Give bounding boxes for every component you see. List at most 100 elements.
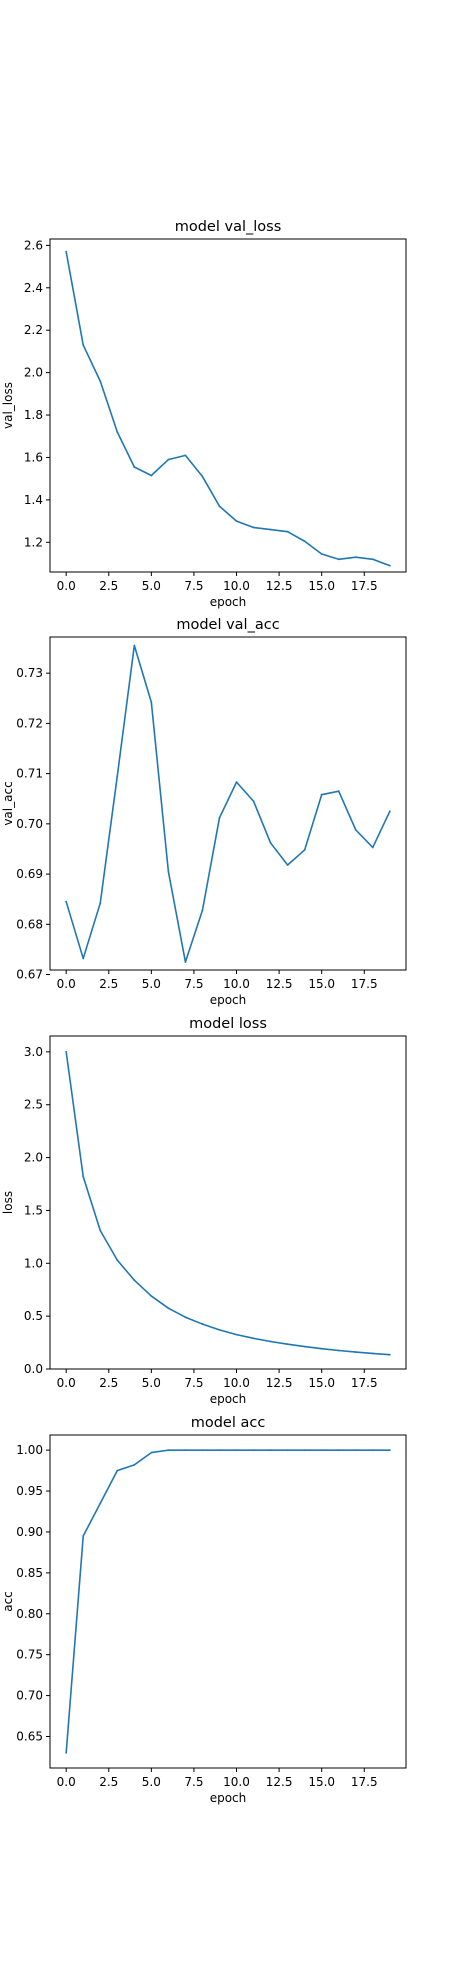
- data-point: [65, 250, 68, 253]
- x-axis-label: epoch: [210, 595, 247, 609]
- x-tick-label: 7.5: [184, 1775, 203, 1789]
- data-point: [150, 474, 153, 477]
- axes-frame: [49, 636, 407, 971]
- y-axis-label: loss: [1, 1191, 15, 1214]
- data-point: [99, 380, 102, 383]
- data-point: [65, 1751, 68, 1754]
- data-point: [218, 505, 221, 508]
- x-tick-label: 2.5: [99, 1775, 118, 1789]
- data-point: [286, 1343, 289, 1346]
- y-tick-label: 0.70: [16, 817, 43, 831]
- data-point: [252, 1337, 255, 1340]
- y-tick-label: 0.67: [16, 968, 43, 982]
- y-tick-label: 0.69: [16, 867, 43, 881]
- x-tick-label: 12.5: [266, 579, 293, 593]
- series-line-loss: [65, 1051, 391, 1356]
- data-point: [354, 1351, 357, 1353]
- data-point: [252, 1449, 255, 1452]
- x-axis-label: epoch: [210, 1791, 247, 1805]
- y-tick-label: 0.90: [16, 1525, 43, 1539]
- y-tick-label: 0.85: [16, 1566, 43, 1580]
- x-tick-label: 10.0: [223, 1775, 250, 1789]
- y-axis-label: acc: [1, 1591, 15, 1612]
- y-tick-label: 0.65: [16, 1730, 43, 1744]
- chart-acc: model acc 0.0 2.5 5.0 7.5 10.0 12.5 15.0 17.5 0.6…: [1, 1415, 407, 1805]
- x-tick-label: 7.5: [184, 579, 203, 593]
- data-point: [371, 558, 374, 561]
- chart-loss: model loss 0.0 2.5 5.0 7.5 10.0 12.5 15.0 17.5 0.…: [1, 1016, 407, 1406]
- data-point: [286, 864, 289, 866]
- y-tick-label: 2.5: [24, 1098, 43, 1112]
- y-tick-label: 1.5: [24, 1203, 43, 1217]
- y-tick-label: 0.68: [16, 917, 43, 931]
- data-point: [235, 1449, 238, 1452]
- data-point: [150, 701, 153, 704]
- x-tick-label: 2.5: [99, 1376, 118, 1390]
- data-point: [218, 1328, 221, 1331]
- data-point: [133, 1279, 136, 1282]
- data-point: [218, 816, 221, 819]
- data-point: [320, 1347, 323, 1350]
- data-point: [371, 1449, 374, 1452]
- data-point: [252, 526, 255, 529]
- data-point: [320, 1449, 323, 1452]
- y-tick-label: 0.72: [16, 716, 43, 730]
- data-point: [201, 909, 204, 912]
- x-tick-label: 15.0: [308, 977, 335, 991]
- data-point: [337, 1449, 340, 1452]
- series-line-acc: [65, 1449, 391, 1754]
- data-point: [337, 558, 340, 561]
- y-tick-label: 1.0: [24, 1256, 43, 1270]
- data-point: [65, 1050, 68, 1053]
- x-tick-label: 5.0: [142, 579, 161, 593]
- data-point: [252, 800, 255, 803]
- data-point: [235, 1333, 238, 1336]
- data-point: [235, 520, 238, 522]
- data-point: [133, 644, 136, 647]
- x-axis-label: epoch: [210, 993, 247, 1007]
- x-tick-label: 17.5: [351, 579, 378, 593]
- data-point: [82, 1175, 85, 1178]
- data-point: [167, 458, 170, 461]
- x-tick-label: 12.5: [266, 1376, 293, 1390]
- x-tick-label: 2.5: [99, 579, 118, 593]
- y-axis-label: val_loss: [1, 382, 15, 429]
- x-tick-label: 17.5: [351, 977, 378, 991]
- x-tick-label: 2.5: [99, 977, 118, 991]
- axes-frame: [49, 1035, 407, 1370]
- data-point: [235, 781, 238, 784]
- data-point: [201, 1323, 204, 1325]
- y-tick-label: 0.75: [16, 1648, 43, 1662]
- x-tick-label: 17.5: [351, 1775, 378, 1789]
- data-point: [371, 846, 374, 849]
- data-point: [167, 870, 170, 873]
- x-tick-label: 10.0: [223, 977, 250, 991]
- y-tick-label: 0.80: [16, 1607, 43, 1621]
- x-tick-label: 12.5: [266, 977, 293, 991]
- x-tick-label: 5.0: [142, 977, 161, 991]
- y-tick-label: 1.8: [24, 408, 43, 422]
- data-point: [354, 556, 357, 559]
- x-tick-label: 0.0: [57, 1775, 76, 1789]
- x-tick-label: 15.0: [308, 579, 335, 593]
- data-point: [286, 530, 289, 533]
- data-point: [303, 849, 306, 851]
- y-tick-label: 3.0: [24, 1045, 43, 1059]
- data-point: [184, 1449, 187, 1452]
- y-tick-label: 1.4: [24, 493, 43, 507]
- y-tick-label: 0.0: [24, 1362, 43, 1376]
- data-point: [303, 1449, 306, 1452]
- axes-frame: [49, 1434, 407, 1769]
- data-point: [303, 540, 306, 543]
- y-tick-label: 2.4: [24, 281, 43, 295]
- data-point: [320, 553, 323, 555]
- x-tick-label: 5.0: [142, 1376, 161, 1390]
- data-point: [133, 466, 136, 468]
- data-point: [133, 1463, 136, 1466]
- chart-val-loss: model val_loss 0.0 2.5 5.0 7.5 10.0 12.5 15.0 17…: [1, 219, 407, 609]
- y-tick-label: 0.73: [16, 666, 43, 680]
- data-point: [388, 564, 391, 567]
- data-point: [269, 528, 272, 531]
- x-tick-label: 15.0: [308, 1376, 335, 1390]
- x-tick-label: 5.0: [142, 1775, 161, 1789]
